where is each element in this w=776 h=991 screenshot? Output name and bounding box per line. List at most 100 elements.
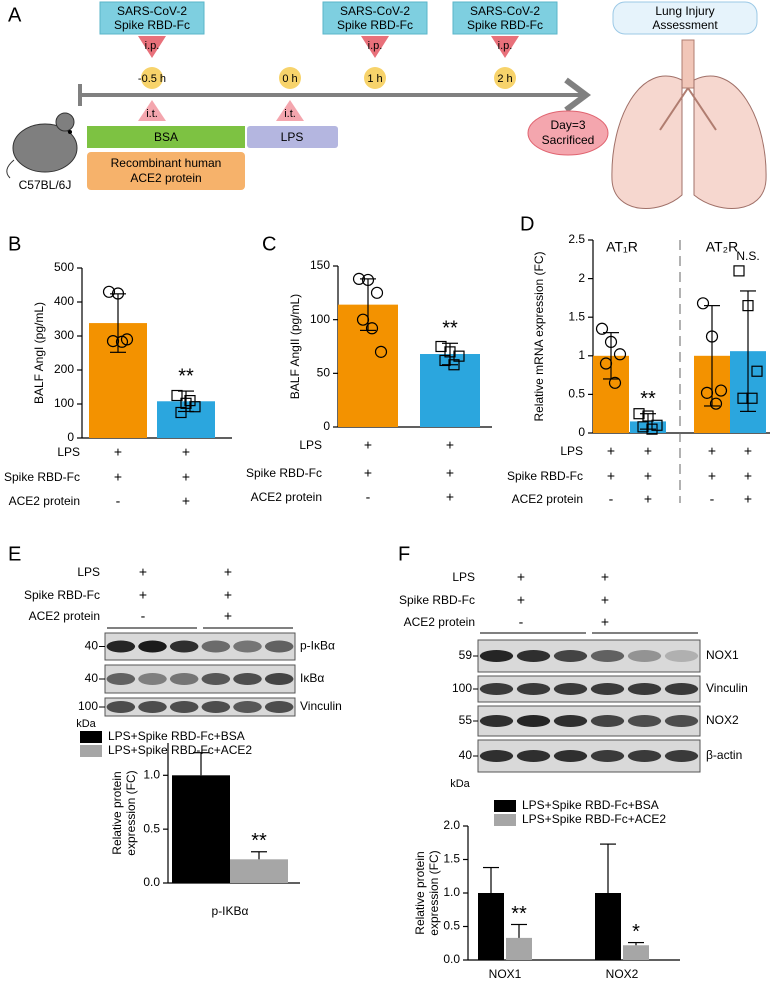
blot-band <box>201 701 231 713</box>
timepoint-label: 2 h <box>497 73 512 85</box>
data-point <box>733 265 745 277</box>
condition-label: ACE2 protein <box>512 492 583 506</box>
blot-label: IκBα <box>300 671 324 685</box>
y-tick-label: 0.5 <box>568 387 585 401</box>
data-point <box>705 330 719 343</box>
significance: ** <box>640 388 656 410</box>
data-point <box>642 410 654 422</box>
it-triangle <box>138 100 166 121</box>
condition-sign: + <box>744 443 752 459</box>
data-point <box>365 322 379 335</box>
condition-label: Spike RBD-Fc <box>246 466 322 480</box>
y-tick-label: 2.5 <box>568 232 585 246</box>
blot-band <box>627 750 662 762</box>
condition-sign: + <box>139 587 147 603</box>
data-point <box>175 406 187 419</box>
blot-band <box>169 673 199 685</box>
x-tick-label: NOX1 <box>489 967 522 981</box>
timepoint-dot <box>141 67 163 89</box>
condition-sign: + <box>601 569 609 585</box>
ace2-label: ACE2 protein <box>130 171 201 185</box>
blot-band <box>590 750 625 762</box>
y-axis-label: BALF AngII (pg/mL) <box>288 294 302 399</box>
timepoint-label: -0.5 h <box>138 73 166 85</box>
blot-band <box>664 650 699 662</box>
group-label: AT₁R <box>606 239 638 255</box>
y-axis-label: Relative protein <box>110 771 124 854</box>
y-tick-label: 2.0 <box>443 818 460 832</box>
blot-band <box>106 640 136 653</box>
timeline-arrow <box>564 77 591 113</box>
data-point <box>595 322 609 335</box>
marker-label: 40 <box>459 748 473 762</box>
blot-label: Vinculin <box>706 681 748 695</box>
condition-sign: + <box>644 443 652 459</box>
data-point <box>646 423 658 435</box>
route-label: i.p. <box>498 40 513 52</box>
x-tick-label: NOX2 <box>606 967 639 981</box>
data-point <box>184 395 196 407</box>
assessment-label: Assessment <box>652 18 718 32</box>
condition-sign: + <box>182 469 190 485</box>
ip-triangle <box>138 36 166 58</box>
it-triangle <box>276 100 304 121</box>
blot-band <box>106 701 136 713</box>
blot-band <box>138 640 167 653</box>
condition-sign: + <box>601 614 609 630</box>
data-point <box>637 421 649 433</box>
blot-label: NOX1 <box>706 648 739 662</box>
marker-label: 55 <box>459 713 473 727</box>
blot-band <box>233 701 262 713</box>
blot-label: Vinculin <box>300 699 342 713</box>
y-axis-label: BALF AngI (pg/mL) <box>32 302 46 404</box>
injection-text: Spike RBD-Fc <box>337 18 413 32</box>
data-point <box>737 392 749 404</box>
blot-band <box>479 750 514 762</box>
condition-sign: + <box>182 493 190 509</box>
y-tick-label: 500 <box>54 260 74 274</box>
condition-sign: - <box>141 608 146 624</box>
route-label: i.p. <box>145 40 160 52</box>
bar <box>595 893 621 960</box>
data-point <box>171 389 183 402</box>
condition-sign: + <box>224 608 232 624</box>
bsa-box <box>87 126 245 148</box>
bar <box>172 775 230 883</box>
marker-label: 40 <box>85 639 99 653</box>
legend-label: LPS+Spike RBD-Fc+ACE2 <box>108 743 252 757</box>
condition-sign: - <box>710 491 715 507</box>
blot-band <box>479 715 514 727</box>
condition-label: Spike RBD-Fc <box>507 469 583 483</box>
condition-sign: + <box>517 592 525 608</box>
data-point <box>696 297 710 310</box>
blot-band <box>553 715 588 727</box>
data-point <box>714 384 728 397</box>
blot-strip <box>104 632 296 661</box>
y-tick-label: 100 <box>54 396 74 410</box>
data-point <box>106 335 120 348</box>
condition-label: LPS <box>560 444 583 458</box>
condition-label: ACE2 protein <box>29 609 100 623</box>
marker-label: 100 <box>452 681 472 695</box>
condition-label: ACE2 protein <box>251 490 322 504</box>
condition-sign: + <box>744 468 752 484</box>
injection-text: SARS-CoV-2 <box>117 4 187 18</box>
condition-sign: + <box>517 569 525 585</box>
legend-label: LPS+Spike RBD-Fc+BSA <box>108 729 245 743</box>
y-tick-label: 0 <box>67 430 74 444</box>
y-tick-label: 1 <box>578 348 585 362</box>
condition-sign: + <box>644 491 652 507</box>
blot-band <box>516 650 551 662</box>
blot-band <box>264 640 294 653</box>
data-point <box>608 376 622 389</box>
significance: N.S. <box>736 249 759 263</box>
legend-swatch <box>80 731 102 743</box>
data-point <box>633 408 645 420</box>
panel-letter: F <box>398 543 410 565</box>
condition-sign: + <box>708 468 716 484</box>
x-tick-label: p-IKBα <box>212 904 249 918</box>
timepoint-label: 0 h <box>282 73 297 85</box>
legend-swatch <box>494 814 516 826</box>
injection-text: SARS-CoV-2 <box>470 4 540 18</box>
condition-sign: + <box>224 587 232 603</box>
